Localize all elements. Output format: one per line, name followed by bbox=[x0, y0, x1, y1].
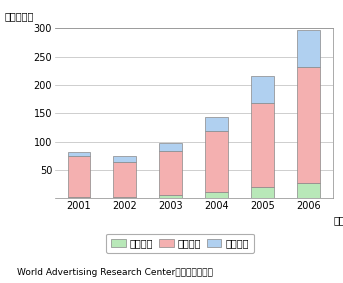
Bar bbox=[297, 183, 320, 198]
Bar bbox=[159, 143, 182, 151]
Bar bbox=[114, 156, 137, 162]
Bar bbox=[114, 197, 137, 198]
Bar bbox=[114, 162, 137, 197]
Bar bbox=[68, 197, 91, 198]
Bar bbox=[251, 103, 274, 187]
Bar bbox=[159, 151, 182, 195]
Text: World Advertising Research Center資料により作成: World Advertising Research Center資料により作成 bbox=[17, 268, 213, 277]
Bar bbox=[159, 195, 182, 198]
Text: （年）: （年） bbox=[334, 215, 343, 225]
Bar bbox=[205, 192, 228, 198]
Bar bbox=[205, 117, 228, 131]
Text: （億ドル）: （億ドル） bbox=[5, 12, 34, 22]
Bar bbox=[68, 152, 91, 156]
Bar bbox=[251, 76, 274, 103]
Bar bbox=[297, 30, 320, 67]
Legend: 日本市場, 北米市場, 西欧市場: 日本市場, 北米市場, 西欧市場 bbox=[106, 233, 253, 253]
Bar bbox=[251, 187, 274, 198]
Bar bbox=[297, 67, 320, 183]
Bar bbox=[205, 131, 228, 192]
Bar bbox=[68, 156, 91, 197]
